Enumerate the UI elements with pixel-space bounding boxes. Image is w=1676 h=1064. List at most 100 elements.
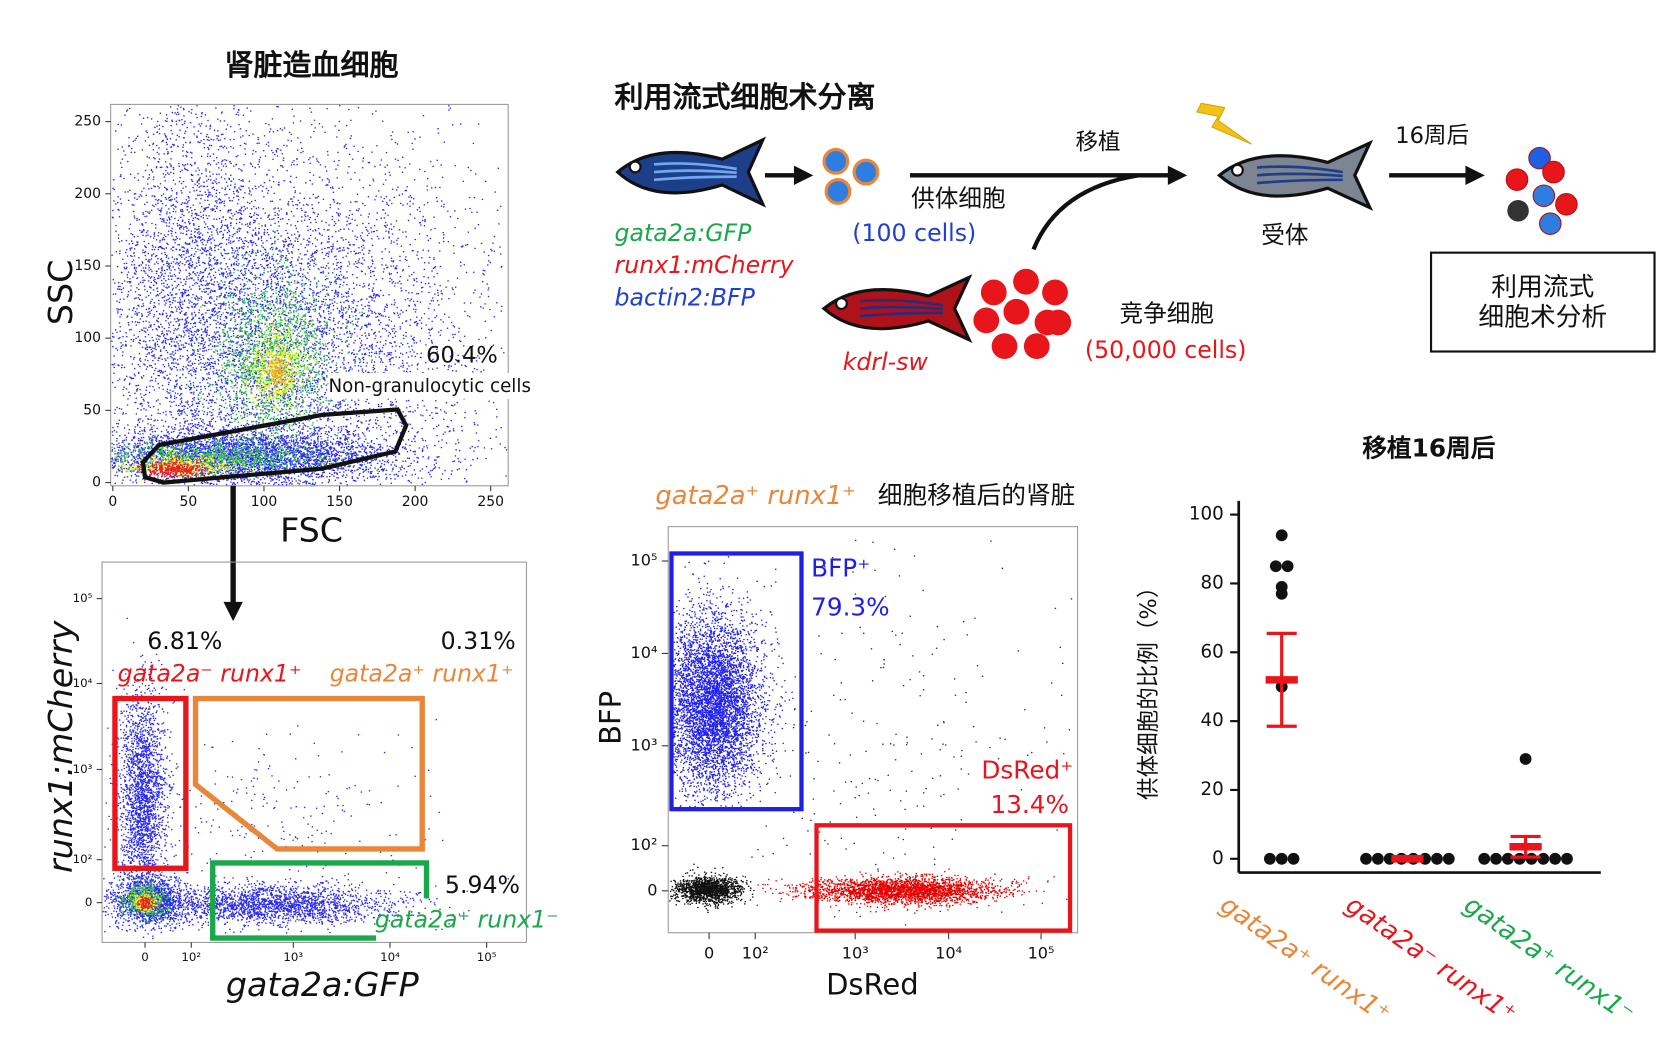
data-point <box>1519 753 1532 765</box>
competitor-cell <box>1003 298 1030 325</box>
recipient-label: 受体 <box>1261 221 1308 249</box>
competitor-label: kdrl-sw <box>843 348 929 376</box>
cell-dots <box>111 104 310 484</box>
x-tick-label: 50 <box>180 494 198 510</box>
competitor-cell <box>991 333 1018 360</box>
data-point <box>1275 852 1288 865</box>
y-tick-label: 100 <box>74 330 101 346</box>
panel-title: 细胞移植后的肾脏 <box>878 481 1076 510</box>
fish <box>1216 139 1374 211</box>
workflow-title: 利用流式细胞术分离 <box>615 80 876 114</box>
data-point <box>1501 852 1514 865</box>
fish-eye <box>628 160 642 174</box>
gate-label: gata2a⁻ runx1⁺ <box>118 659 302 687</box>
gate-percent: 60.4% <box>426 342 498 368</box>
y-tick-label: 10⁴ <box>631 643 658 662</box>
fish-stripe <box>1256 172 1343 178</box>
y-tick-label: 10² <box>73 852 93 866</box>
analysis-cell <box>1528 146 1551 170</box>
gate <box>192 695 425 852</box>
cell-dots <box>220 306 322 439</box>
cell-dots <box>672 556 796 808</box>
y-tick-label: 80 <box>1200 572 1223 593</box>
y-tick-label: 150 <box>74 258 101 274</box>
after-label: 16周后 <box>1395 123 1469 149</box>
donor-cells: 供体细胞 <box>911 185 1006 213</box>
fish-stripe <box>653 169 737 175</box>
y-tick-label: 0 <box>1212 848 1224 869</box>
fish-eye <box>834 297 848 310</box>
label-bg <box>328 372 533 399</box>
x-tick-label: 10² <box>181 950 201 964</box>
x-tick-label: 250 <box>477 494 504 510</box>
fish-stripe <box>860 298 944 307</box>
cell-dots <box>136 895 162 913</box>
analysis-label: 利用流式 <box>1491 273 1594 303</box>
chart-title: 移植16周后 <box>1362 433 1495 462</box>
y-tick-label: 250 <box>74 114 101 130</box>
arrow-head <box>223 601 243 622</box>
analysis-label: 细胞术分析 <box>1478 303 1607 333</box>
x-tick-label: 150 <box>326 494 353 510</box>
gate-percent: 79.3% <box>811 592 889 621</box>
x-tick-label: 200 <box>402 494 429 510</box>
arrow-head <box>793 165 814 185</box>
cell-dots <box>104 617 186 940</box>
data-point <box>1561 852 1573 865</box>
cell-dots <box>136 454 219 482</box>
plot-frame <box>110 103 509 487</box>
x-tick-label: 10⁴ <box>380 950 400 964</box>
y-tick-label: 10⁴ <box>73 676 93 690</box>
y-tick-label: 100 <box>1189 504 1224 525</box>
fish-stripe <box>1256 178 1343 185</box>
gate-percent: 0.31% <box>441 627 516 655</box>
analysis-box <box>1429 251 1656 353</box>
y-axis-label: 供体细胞的比例（%） <box>1136 576 1162 800</box>
arrow-head <box>1465 165 1485 185</box>
gate <box>140 407 409 485</box>
plot-frame <box>101 561 527 943</box>
x-tick-label: 0 <box>704 944 714 963</box>
y-tick-label: 10² <box>631 835 658 854</box>
x-tick-label: 10⁵ <box>1028 944 1055 963</box>
x-axis-label: FSC <box>280 511 343 550</box>
fish <box>615 136 767 208</box>
y-axis-label: BFP <box>593 691 627 745</box>
y-tick-label: 10³ <box>631 735 658 754</box>
y-tick-label: 10³ <box>73 762 93 776</box>
analysis-cell <box>1507 200 1529 222</box>
y-axis-label: runx1:mCherry <box>41 619 80 873</box>
gate-percent: 6.81% <box>147 627 222 655</box>
data-point <box>1431 852 1443 865</box>
y-tick-label: 0 <box>92 475 101 491</box>
cell-dots <box>257 352 296 392</box>
data-point <box>1275 529 1288 542</box>
competitor-cell <box>1042 279 1068 306</box>
cell-dots <box>669 863 755 914</box>
gate <box>210 860 430 941</box>
transplant-label: 移植 <box>1075 130 1120 156</box>
data-point <box>1549 852 1562 865</box>
x-tick-label: 10⁴ <box>935 944 962 963</box>
y-tick-label: 40 <box>1200 710 1223 731</box>
data-point <box>1442 852 1455 865</box>
x-tick-label: 10³ <box>842 944 869 963</box>
fish <box>821 274 973 343</box>
fish-stripe <box>1256 165 1343 174</box>
panel-title: 肾脏造血细胞 <box>225 48 399 82</box>
data-point <box>1360 852 1372 865</box>
analysis-cell <box>1539 212 1562 235</box>
data-point <box>1281 560 1294 573</box>
lightning <box>1196 102 1252 145</box>
x-tick-label: 10² <box>742 944 769 963</box>
data-point <box>1537 852 1550 865</box>
genotype-label: gata2a⁺ runx1⁺ <box>655 481 856 511</box>
y-tick-label: 0 <box>85 895 93 909</box>
y-tick-label: 10⁵ <box>73 591 93 605</box>
gate <box>112 695 189 871</box>
data-point <box>1269 560 1282 573</box>
competitor-cell <box>1045 309 1072 336</box>
fish-stripe <box>860 305 944 311</box>
donor-cell <box>824 177 852 205</box>
